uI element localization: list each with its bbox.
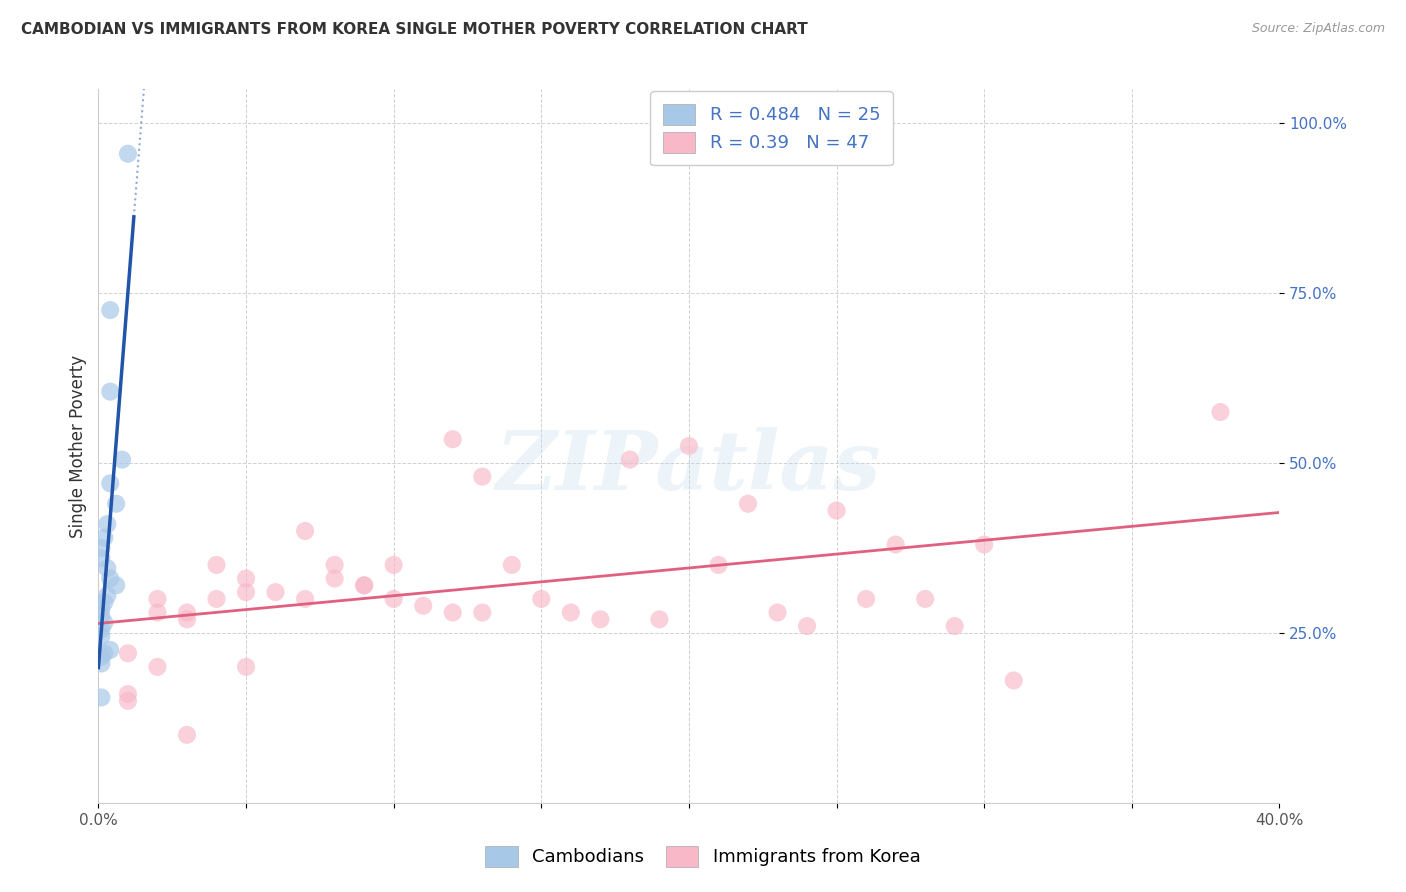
Point (382, 591, 405, 606)
Point (176, 728, 198, 742)
Point (619, 452, 641, 467)
Point (796, 619, 818, 633)
Point (90, 690, 112, 705)
Point (323, 572, 346, 586)
Y-axis label: Single Mother Poverty: Single Mother Poverty (69, 354, 87, 538)
Point (884, 537, 907, 551)
Point (441, 432, 464, 446)
Point (90, 602, 112, 616)
Text: ZIPatlas: ZIPatlas (496, 427, 882, 508)
Point (412, 599, 434, 613)
Point (146, 660, 169, 674)
Point (235, 585, 257, 599)
Point (353, 578, 375, 592)
Point (707, 558, 730, 572)
Point (90, 608, 112, 623)
Point (98, 643, 121, 657)
Point (294, 524, 316, 538)
Point (176, 612, 198, 626)
Legend: R = 0.484   N = 25, R = 0.39   N = 47: R = 0.484 N = 25, R = 0.39 N = 47 (650, 91, 893, 165)
Legend: Cambodians, Immigrants from Korea: Cambodians, Immigrants from Korea (478, 838, 928, 874)
Point (146, 606, 169, 620)
Point (294, 591, 316, 606)
Point (96, 517, 118, 532)
Point (205, 558, 228, 572)
Point (855, 591, 877, 606)
Point (90, 649, 112, 664)
Point (117, 646, 139, 660)
Point (93, 646, 115, 660)
Point (235, 572, 257, 586)
Point (90, 551, 112, 566)
Point (323, 558, 346, 572)
Point (105, 578, 128, 592)
Point (441, 606, 464, 620)
Point (560, 606, 582, 620)
Point (471, 606, 494, 620)
Point (90, 629, 112, 643)
Point (117, 687, 139, 701)
Point (737, 497, 759, 511)
Point (98, 384, 121, 399)
Point (973, 537, 995, 551)
Point (98, 572, 121, 586)
Text: Source: ZipAtlas.com: Source: ZipAtlas.com (1251, 22, 1385, 36)
Point (382, 558, 405, 572)
Point (90, 657, 112, 671)
Point (96, 561, 118, 575)
Point (96, 589, 118, 603)
Point (98, 476, 121, 491)
Point (117, 694, 139, 708)
Point (93, 615, 115, 630)
Point (98, 303, 121, 318)
Point (105, 497, 128, 511)
Point (914, 591, 936, 606)
Point (264, 585, 287, 599)
Point (648, 612, 671, 626)
Point (90, 623, 112, 637)
Point (471, 469, 494, 483)
Point (90, 541, 112, 555)
Point (943, 619, 966, 633)
Point (501, 558, 523, 572)
Point (1209, 405, 1232, 419)
Point (111, 452, 134, 467)
Point (146, 591, 169, 606)
Point (589, 612, 612, 626)
Point (530, 591, 553, 606)
Point (93, 595, 115, 609)
Point (825, 503, 848, 517)
Point (235, 660, 257, 674)
Point (766, 606, 789, 620)
Point (117, 146, 139, 161)
Point (205, 591, 228, 606)
Point (1002, 673, 1025, 688)
Point (353, 578, 375, 592)
Point (93, 531, 115, 545)
Point (176, 606, 198, 620)
Text: CAMBODIAN VS IMMIGRANTS FROM KOREA SINGLE MOTHER POVERTY CORRELATION CHART: CAMBODIAN VS IMMIGRANTS FROM KOREA SINGL… (21, 22, 808, 37)
Point (678, 439, 700, 453)
